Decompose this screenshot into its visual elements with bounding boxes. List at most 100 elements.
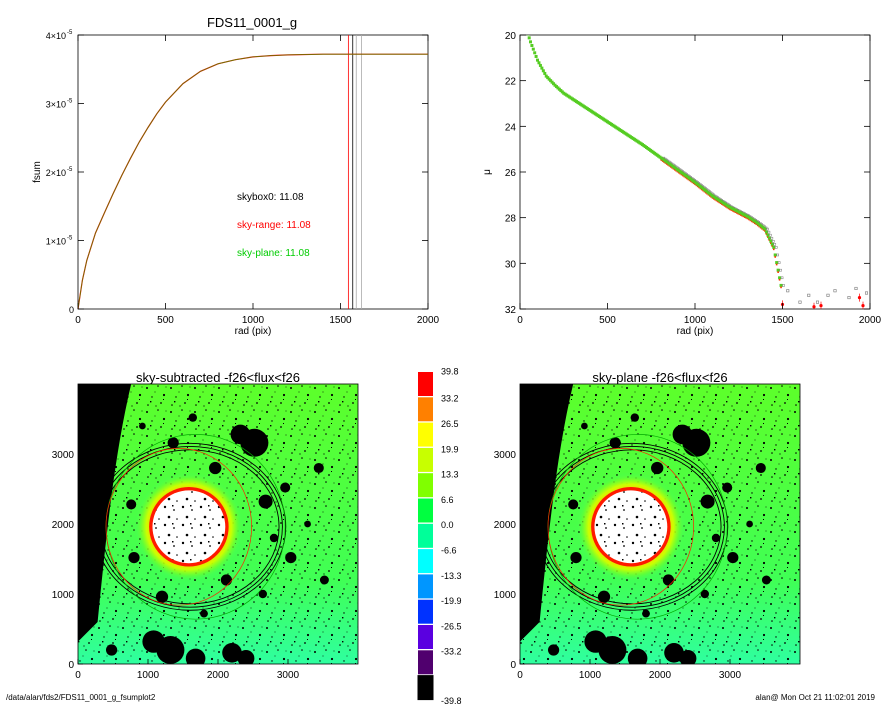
masked-star [700,494,715,509]
colorbar-swatch [418,650,433,675]
sky-plane-title: sky-plane -f26<flux<f26 [592,370,727,385]
growth-x-tick-label: 2000 [417,315,440,326]
image-x-tick-label: 2000 [649,670,672,681]
masked-star [200,609,208,618]
profile-point [540,66,544,70]
masked-star [139,422,146,430]
masked-star [711,533,721,543]
colorbar-swatch [418,549,433,574]
growth-series-0 [77,53,428,310]
profile-point-red [780,286,782,289]
profile-y-tick-label: 26 [505,168,517,179]
aperture-ellipses [93,434,287,620]
profile-point [538,63,542,67]
masked-star [220,574,232,586]
colorbar: 39.8 33.2 26.5 19.9 13.3 6.6 0.0 -6.6 -13.3 -19.9… [417,366,462,706]
masked-star [581,422,588,430]
profile-point [525,28,528,31]
colorbar-swatch [418,574,433,599]
masked-star [237,650,255,664]
profile-point-red [772,248,775,251]
profile-y-tick-label: 28 [505,214,517,225]
profile-point [764,230,768,234]
outer-point-raw [798,300,802,304]
colorbar-label: 0.0 [441,520,454,530]
masked-star [679,650,697,664]
masked-star [642,609,650,618]
image-y-tick-label: 2000 [494,520,517,531]
aperture-mid [539,445,725,608]
profile-x-tick-label: 500 [599,315,616,326]
image-y-tick-label: 2000 [52,520,75,531]
profile-point [529,40,532,44]
colorbar-swatch [418,372,433,396]
annotation-sky-plane: sky-plane: 11.08 [237,248,310,259]
masked-star [598,636,627,664]
profile-point-red [774,256,777,258]
profile-point-red [777,271,779,273]
image-x-tick-label: 2000 [207,670,230,681]
annotation-sky-range: sky-range: 11.08 [237,220,311,231]
colorbar-label: 6.6 [441,495,454,505]
colorbar-swatch [418,498,433,523]
colorbar-swatch [418,473,433,498]
colorbar-label: -26.5 [441,621,462,631]
profile-point [530,44,534,48]
masked-star [755,462,766,474]
masked-star [662,574,675,586]
profile-point [766,233,770,237]
colorbar-swatch [418,625,433,649]
colorbar-swatch [417,675,434,701]
image-x-tick-label: 0 [75,670,81,681]
masked-star [258,589,267,599]
profile-point-raw [772,240,775,243]
image-a-y-ticks: 0 1000 2000 3000 [52,450,83,671]
outer-point-raw [854,286,858,290]
aperture-mid [97,445,283,608]
growth-y-tick-exponent: -5 [67,236,73,242]
masked-region [78,384,132,642]
colorbar-swatch [418,397,433,422]
masked-star [188,413,197,422]
masked-star [240,428,269,457]
colorbar-label: -13.3 [441,571,462,581]
profile-point-red [778,278,781,281]
growth-y-tick-label: 0 [69,305,74,315]
profile-point-raw [777,261,781,264]
footer-stamp: alan@ Mon Oct 21 11:02:01 2019 [755,693,875,702]
colorbar-label: -6.6 [441,545,457,555]
colorbar-swatch [418,447,433,472]
masked-star [155,590,169,603]
colorbar-swatch [418,599,433,624]
profile-point [537,61,541,65]
image-b-y-ticks: 0 1000 2000 3000 [494,450,525,671]
masked-star [313,462,324,474]
growth-y-tick-label: 3×10 [46,100,66,110]
sky-plane-image [519,383,801,665]
masked-star [627,648,648,664]
profile-point [534,54,538,58]
growth-y-ticks: 01×10 -52×10 -53×10 -54×10 -5 [46,30,428,315]
outer-point-raw [826,293,830,297]
growth-y-tick-label: 2×10 [46,168,66,178]
profile-point [552,82,556,86]
profile-point [779,283,783,287]
profile-y-label: μ [482,169,493,175]
colorbar-swatch [418,422,433,447]
sky-subtracted-image [77,383,359,665]
masked-star [167,437,179,449]
outer-point [819,303,823,308]
masked-star [106,644,118,656]
image-a-x-ticks: 0 1000 2000 3000 [75,659,300,681]
profile-point [543,71,547,75]
profile-point [546,76,550,80]
image-x-tick-label: 1000 [579,670,602,681]
profile-point [778,276,782,280]
outer-point [857,295,862,300]
image-y-tick-label: 3000 [494,450,517,461]
sky-plane-panel: sky-plane -f26<flux<f26 0 1000 2000 3000 0 1… [494,370,801,681]
aperture-outer [93,442,287,611]
profile-point-raw [770,236,774,240]
growth-series-1 [77,53,428,310]
colorbar-label: -33.2 [441,647,462,657]
